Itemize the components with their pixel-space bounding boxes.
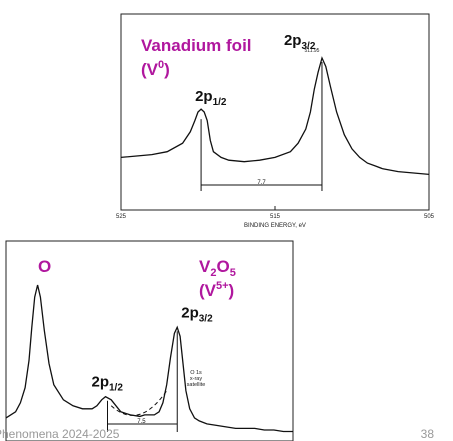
spectrum-line [5, 284, 293, 433]
satellite-label-line-3: satellite [187, 382, 206, 388]
annotation-v2o5: V2O5 [199, 257, 236, 279]
vanadium-foil-chart: 525 515 505 BINDING ENERGY, eV 7.7 511.95 … [116, 13, 435, 229]
footer-text: Phenomena 2024-2025 [0, 427, 120, 441]
x-tick-label: 515 [270, 214, 281, 220]
satellite-dashed-background [110, 390, 168, 416]
x-ticks [120, 206, 430, 210]
annotation-o: O [38, 257, 51, 276]
x-tick-label: 505 [424, 214, 435, 220]
spectrum-line [120, 56, 430, 176]
satellite-label-line-1: O 1s [190, 370, 202, 376]
peak-label-2p1-2: 2p1/2 [195, 88, 227, 108]
annotation-oxidation-state: (V0) [141, 59, 170, 79]
peak-label-2p1-2: 2p1/2 [91, 374, 123, 394]
annotation-vanadium-foil: Vanadium foil [141, 36, 252, 55]
x-tick-labels: 525 515 505 [116, 214, 435, 220]
page-number: 38 [421, 427, 435, 441]
x-tick-label: 525 [116, 214, 127, 220]
separation-label: 7.7 [257, 180, 266, 186]
peak-energy-label: 511.95 [305, 48, 320, 54]
peak-label-2p3-2: 2p3/2 [284, 32, 316, 52]
x-axis-label: BINDING ENERGY, eV [244, 223, 306, 229]
annotation-oxidation-state: (V5+) [199, 280, 234, 300]
peak-label-2p3-2: 2p3/2 [181, 304, 213, 324]
v2o5-chart: 7.5 O 1s x-ray satellite O V2O5 (V5+) 2p… [5, 240, 294, 441]
separation-label: 7.5 [137, 419, 146, 425]
plot-frame [5, 240, 294, 441]
satellite-label-line-2: x-ray [190, 376, 202, 382]
